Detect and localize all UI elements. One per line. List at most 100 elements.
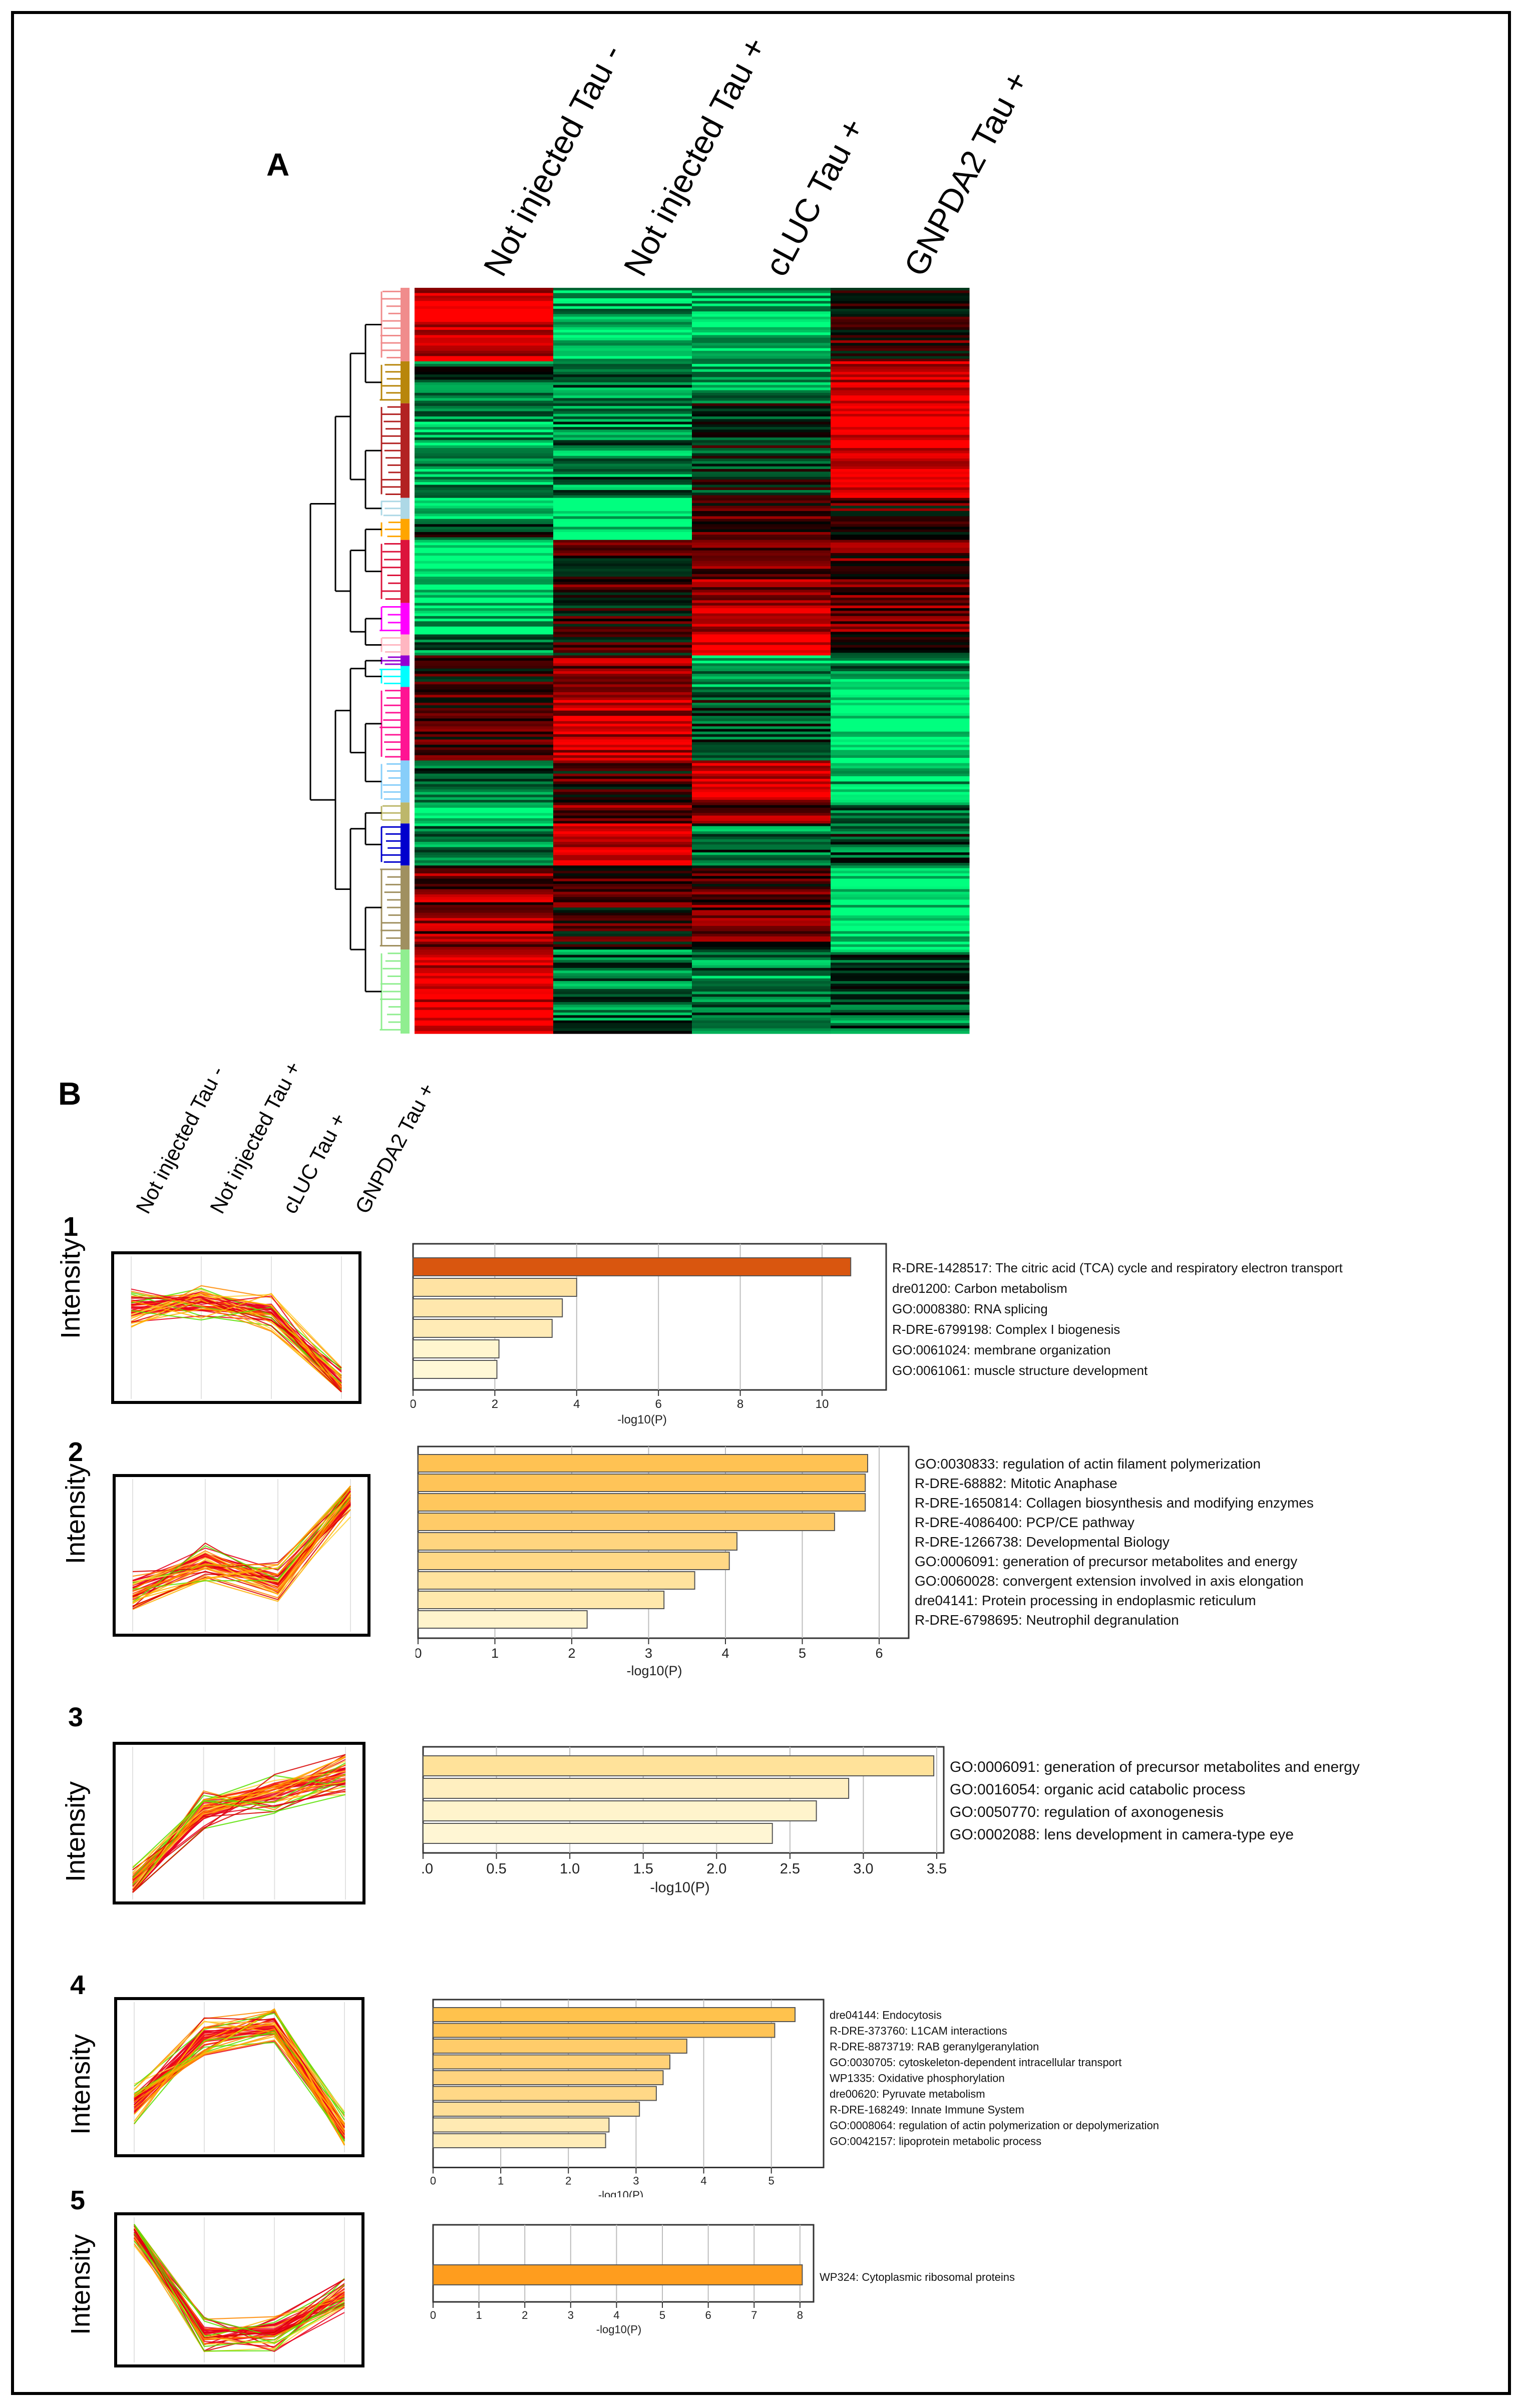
heatmap-cell <box>831 671 970 674</box>
cluster-color-bar <box>401 361 410 403</box>
heatmap-cell <box>553 1020 692 1024</box>
heatmap-cell <box>831 946 970 950</box>
heatmap-cell <box>553 406 692 409</box>
heatmap-cell <box>553 637 692 640</box>
heatmap-cell <box>831 563 970 567</box>
heatmap-cell <box>415 288 554 291</box>
heatmap-cell <box>553 440 692 443</box>
enrichment-bar <box>433 2070 664 2085</box>
cluster-color-bar <box>401 760 410 803</box>
heatmap-cell <box>831 933 970 937</box>
heatmap-cell <box>692 613 831 617</box>
heatmap-cell <box>831 784 970 787</box>
heatmap-cell <box>415 561 554 564</box>
enrichment-bar <box>413 1278 577 1297</box>
heatmap-cell <box>553 878 692 882</box>
heatmap-cell <box>692 666 831 669</box>
profile-line <box>134 2017 345 2125</box>
heatmap-cell <box>415 445 554 448</box>
heatmap-cell <box>831 941 970 945</box>
heatmap-cell <box>831 726 970 730</box>
heatmap-cell <box>831 852 970 855</box>
cluster-4-number: 4 <box>70 1970 86 2000</box>
heatmap-cell <box>692 566 831 569</box>
heatmap-cell <box>831 550 970 554</box>
heatmap-cell <box>692 329 831 333</box>
heatmap-cell <box>553 941 692 945</box>
heatmap-cell <box>553 865 692 869</box>
heatmap-cell <box>831 666 970 669</box>
heatmap-cell <box>692 364 831 367</box>
heatmap-cell <box>831 692 970 695</box>
heatmap-cell <box>692 981 831 984</box>
heatmap-cell <box>415 327 554 330</box>
heatmap-cell <box>692 442 831 446</box>
heatmap-cell <box>692 702 831 706</box>
profile-line <box>132 1506 351 1590</box>
heatmap-cell <box>692 797 831 800</box>
heatmap-cell <box>553 308 692 312</box>
heatmap-cell <box>415 844 554 848</box>
heatmap-cell <box>415 322 554 325</box>
heatmap-cell <box>415 681 554 685</box>
heatmap-cell <box>553 705 692 709</box>
heatmap-cell <box>692 542 831 546</box>
profile-line <box>131 1285 342 1369</box>
heatmap-cell <box>553 490 692 493</box>
cluster-color-bar <box>401 949 410 1034</box>
heatmap-cell <box>415 590 554 593</box>
heatmap-cell <box>831 301 970 304</box>
heatmap-cell <box>415 371 554 375</box>
heatmap-cell <box>831 474 970 477</box>
heatmap-cell <box>415 821 554 824</box>
heatmap-cell <box>553 716 692 719</box>
heatmap-cell <box>415 485 554 488</box>
heatmap-cell <box>415 881 554 884</box>
heatmap-cell <box>553 802 692 806</box>
heatmap-cell <box>415 629 554 632</box>
heatmap-cell <box>831 1007 970 1011</box>
enrichment-bar <box>423 1823 773 1844</box>
heatmap-cell <box>692 366 831 370</box>
heatmap-cell <box>553 592 692 596</box>
heatmap-cell <box>831 519 970 522</box>
heatmap-cell <box>831 427 970 430</box>
cluster-subtree <box>380 501 401 517</box>
heatmap-cell <box>831 705 970 709</box>
heatmap-cell <box>692 1023 831 1026</box>
heatmap-cell <box>831 647 970 651</box>
heatmap-cell <box>415 674 554 677</box>
heatmap-cell <box>692 332 831 336</box>
heatmap-cell <box>831 561 970 564</box>
heatmap-cell <box>692 382 831 385</box>
profile-line <box>134 2224 345 2347</box>
heatmap-cell <box>692 374 831 377</box>
heatmap-cell <box>553 894 692 897</box>
heatmap-cell <box>692 361 831 364</box>
heatmap-cell <box>415 752 554 756</box>
heatmap-cell <box>415 865 554 869</box>
heatmap-cell <box>553 316 692 320</box>
heatmap-cell <box>831 353 970 357</box>
heatmap-cell <box>553 542 692 546</box>
bar-tick-label: 10 <box>816 1397 829 1411</box>
heatmap-cell <box>553 455 692 459</box>
heatmap-cell <box>831 642 970 646</box>
heatmap-cell <box>692 482 831 486</box>
heatmap-cell <box>692 598 831 601</box>
profile-line <box>132 1493 351 1583</box>
heatmap-cell <box>692 437 831 440</box>
heatmap-cell <box>415 379 554 383</box>
heatmap-cell <box>553 666 692 669</box>
heatmap-cell <box>831 836 970 840</box>
heatmap-cell <box>553 992 692 995</box>
heatmap-cell <box>831 842 970 845</box>
bar-tick-label: 6 <box>655 1397 661 1411</box>
heatmap-cell <box>415 723 554 727</box>
heatmap-cell <box>415 742 554 745</box>
profile-line <box>134 2243 345 2340</box>
heatmap-cell <box>831 805 970 808</box>
heatmap-cell <box>831 611 970 614</box>
heatmap-cell <box>831 957 970 960</box>
heatmap-cell <box>553 779 692 782</box>
